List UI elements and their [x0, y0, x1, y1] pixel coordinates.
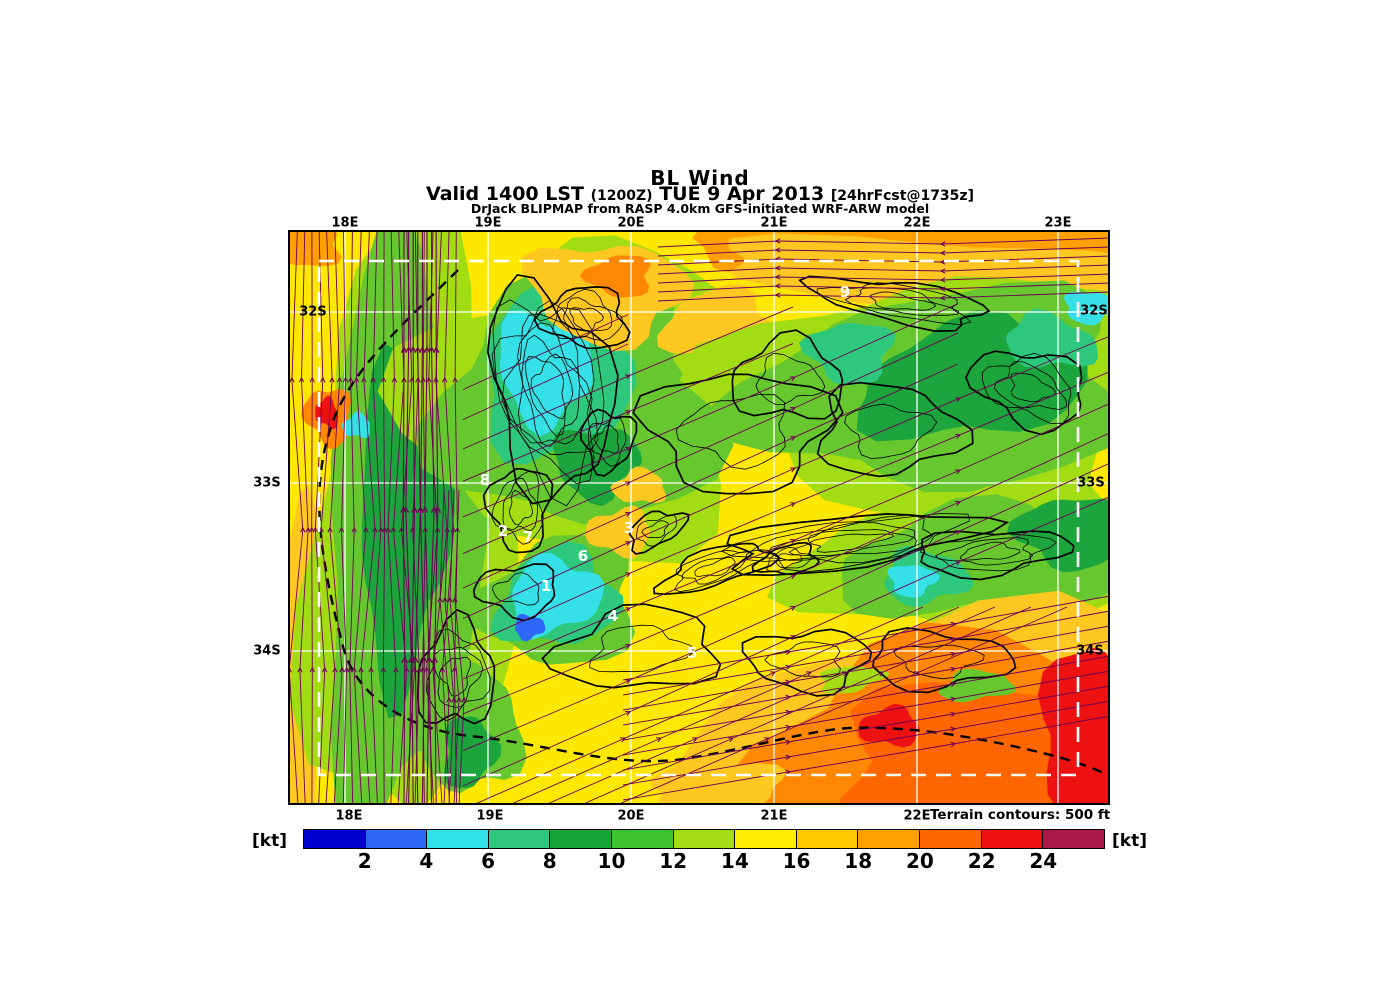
- lon-label-top-23E: 23E: [1044, 215, 1072, 231]
- lon-label-top-18E: 18E: [331, 215, 359, 231]
- site-marker-1: 1: [541, 577, 551, 595]
- valid-lst: Valid 1400 LST: [426, 183, 585, 205]
- lon-label-top-22E: 22E: [903, 215, 931, 231]
- site-marker-4: 4: [608, 607, 618, 625]
- model-info-line: DrJack BLIPMAP from RASP 4.0km GFS-initi…: [470, 201, 930, 216]
- site-marker-9: 9: [840, 283, 850, 301]
- colorbar-tick-6: 6: [481, 849, 496, 873]
- colorbar-segment-10: [919, 830, 981, 848]
- colorbar-segment-9: [857, 830, 920, 848]
- lat-label-left-34S: 34S: [253, 643, 281, 659]
- valid-fcst: [24hrFcst@1735z]: [830, 188, 974, 204]
- colorbar-segment-5: [611, 830, 673, 848]
- lon-label-top-20E: 20E: [617, 215, 645, 231]
- site-marker-7: 7: [523, 528, 533, 546]
- site-marker-6: 6: [578, 547, 588, 565]
- valid-zulu: (1200Z): [590, 188, 653, 204]
- valid-date: TUE 9 Apr 2013: [659, 183, 825, 205]
- colorbar-tick-22: 22: [967, 849, 996, 873]
- lon-label-top-19E: 19E: [474, 215, 502, 231]
- colorbar-tick-4: 4: [419, 849, 434, 873]
- lat-label-left-33S: 33S: [253, 475, 281, 491]
- colorbar-tick-labels: 2 4 6 8 10 12 14 16 18 20 22 24: [303, 851, 1105, 877]
- lat-label-right-32S: 32S: [1080, 303, 1108, 319]
- site-marker-5: 5: [687, 644, 697, 662]
- lon-label-bottom-18E: 18E: [335, 808, 363, 824]
- colorbar-tick-14: 14: [720, 849, 749, 873]
- streamline-layer: [289, 230, 1110, 805]
- colorbar-segment-2: [426, 830, 488, 848]
- colorbar-segment-6: [672, 830, 735, 848]
- colorbar-segment-0: [304, 830, 365, 848]
- coastline-layer: [318, 269, 1110, 778]
- lon-label-bottom-19E: 19E: [476, 808, 504, 824]
- site-marker-3: 3: [624, 519, 634, 537]
- colorbar-tick-12: 12: [659, 849, 688, 873]
- terrain-contour-note: Terrain contours: 500 ft: [930, 807, 1111, 823]
- wind-map-canvas: 9 8 2 7 3 6 1 4 5: [288, 230, 1110, 805]
- lat-label-left-32S: 32S: [299, 304, 327, 320]
- site-marker-layer: 9 8 2 7 3 6 1 4 5: [480, 283, 850, 662]
- colorbar-tick-16: 16: [782, 849, 811, 873]
- colorbar-segment-3: [487, 830, 550, 848]
- colorbar-segment-7: [734, 830, 796, 848]
- lon-label-top-21E: 21E: [760, 215, 788, 231]
- lon-label-bottom-22E: 22E: [903, 808, 931, 824]
- colorbar-tick-2: 2: [357, 849, 372, 873]
- site-marker-8: 8: [480, 471, 490, 489]
- lat-label-right-34S: 34S: [1076, 643, 1104, 659]
- page-title: BL Wind: [650, 166, 750, 190]
- colorbar-tick-24: 24: [1029, 849, 1058, 873]
- colorbar-segment-12: [1042, 830, 1104, 848]
- colorbar-tick-8: 8: [542, 849, 557, 873]
- colorbar-unit-right: [kt]: [1112, 831, 1147, 851]
- lat-label-right-33S: 33S: [1077, 475, 1105, 491]
- domain-boundary-box: [317, 259, 1080, 777]
- site-marker-2: 2: [498, 522, 508, 540]
- windspeed-colorbar: [303, 829, 1105, 849]
- colorbar-segment-1: [364, 830, 427, 848]
- colorbar-unit-left: [kt]: [252, 831, 287, 851]
- lon-label-bottom-20E: 20E: [617, 808, 645, 824]
- valid-time-line: Valid 1400 LST (1200Z) TUE 9 Apr 2013 [2…: [0, 185, 1400, 204]
- map-border: [288, 230, 1110, 805]
- colorbar-tick-18: 18: [844, 849, 873, 873]
- colorbar-segment-4: [549, 830, 612, 848]
- colorbar-segment-11: [980, 830, 1043, 848]
- colorbar-tick-10: 10: [597, 849, 626, 873]
- lon-label-bottom-21E: 21E: [760, 808, 788, 824]
- colorbar-tick-20: 20: [906, 849, 934, 873]
- colorbar-segment-8: [795, 830, 858, 848]
